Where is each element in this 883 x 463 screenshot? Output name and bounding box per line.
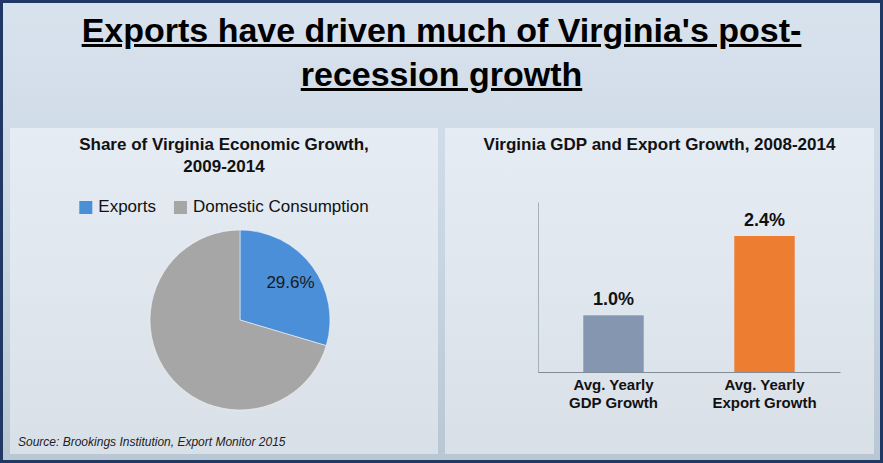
legend-item: Exports: [79, 197, 156, 216]
text-line: GDP Growth: [569, 394, 658, 411]
panel-background: [10, 128, 438, 454]
x-tick-label: Avg. YearlyExport Growth: [712, 376, 816, 411]
x-tick-label: Avg. YearlyGDP Growth: [569, 376, 658, 411]
panel-background: [445, 128, 874, 454]
legend-swatch: [79, 201, 92, 214]
bar: [734, 236, 794, 372]
source-note: Source: Brookings Institution, Export Mo…: [18, 435, 286, 449]
data-label: 1.0%: [593, 289, 634, 309]
x-axis-line: [539, 372, 841, 373]
pie: 29.6%: [150, 230, 330, 410]
main-title: Exports have driven much of Virginia's p…: [30, 8, 853, 96]
legend: Exports Domestic Consumption: [79, 197, 368, 216]
text-line: Share of Virginia Economic Growth,: [79, 135, 369, 154]
panel: Share of Virginia Economic Growth, 2009-2…: [10, 128, 438, 454]
legend-label: Exports: [98, 197, 156, 216]
text-line: Avg. Yearly: [573, 376, 654, 393]
bar: [583, 315, 643, 372]
text-line: Export Growth: [712, 394, 816, 411]
x-tick: Avg. YearlyGDP Growth: [569, 376, 658, 411]
text-line: Avg. Yearly: [724, 376, 805, 393]
panel: Virginia GDP and Export Growth, 2008-201…: [445, 128, 874, 454]
panel-title: Virginia GDP and Export Growth, 2008-201…: [484, 135, 836, 154]
y-axis: [538, 203, 539, 373]
panel-title: Share of Virginia Economic Growth, 2009-2…: [79, 135, 369, 176]
data-label: 29.6%: [266, 273, 314, 292]
y-axis-line: [538, 203, 539, 373]
pie-slice: [150, 230, 326, 410]
legend-item: Domestic Consumption: [174, 197, 369, 216]
frame: [2, 2, 882, 462]
text-line: 2009-2014: [183, 157, 265, 176]
bars: [583, 236, 794, 372]
legend-swatch: [174, 201, 187, 214]
data-label: 2.4%: [744, 210, 785, 230]
text-line: Virginia GDP and Export Growth, 2008-201…: [484, 135, 836, 154]
x-tick: Avg. YearlyExport Growth: [712, 376, 816, 411]
x-axis: Avg. YearlyGDP GrowthAvg. YearlyExport G…: [539, 373, 841, 412]
legend-label: Domestic Consumption: [193, 197, 369, 216]
chart-canvas: Share of Virginia Economic Growth, 2009-2…: [0, 0, 883, 463]
